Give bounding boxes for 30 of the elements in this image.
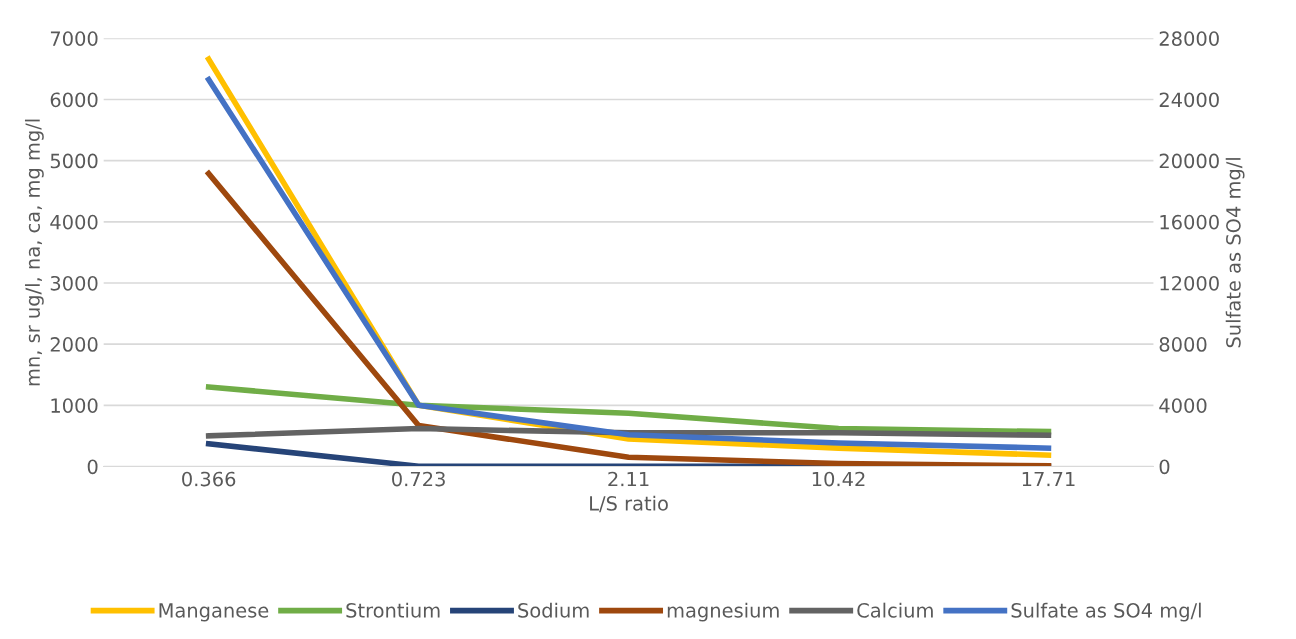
legend-label: Sulfate as SO4 mg/l: [1011, 602, 1201, 622]
y2-axis-title: Sulfate as SO4 mg/l: [1225, 158, 1245, 348]
y2-tick-label: 12000: [1160, 275, 1219, 291]
legend-label: magnesium: [667, 602, 779, 622]
y-tick-label: 7000: [50, 31, 98, 46]
y-axis-title: mn, sr ug/l, na, ca, mg mg/l: [24, 119, 44, 386]
y-tick-label: 1000: [51, 398, 98, 413]
legend-label: Calcium: [857, 602, 933, 618]
x-tick-label: 2.11: [608, 471, 649, 487]
y2-tick-label: 4000: [1159, 398, 1207, 413]
y2-tick-label: 24000: [1159, 92, 1219, 108]
y-tick-label: 5000: [50, 153, 98, 169]
x-tick-label: 0.366: [182, 471, 236, 487]
x-tick-label: 0.723: [392, 471, 445, 487]
y2-tick-label: 20000: [1159, 153, 1219, 169]
y2-tick-label: 16000: [1160, 214, 1219, 230]
y-tick-label: 3000: [50, 275, 98, 291]
y-tick-label: 6000: [50, 92, 98, 108]
y2-tick-label: 0: [1159, 459, 1170, 475]
y-tick-label: 2000: [50, 337, 98, 352]
legend-label: Strontium: [346, 602, 440, 618]
y-tick-label: 0: [87, 459, 98, 475]
y2-tick-label: 8000: [1159, 337, 1207, 352]
legend-label: Sodium: [518, 602, 589, 618]
x-tick-label: 17.71: [1022, 471, 1075, 487]
y2-tick-label: 28000: [1159, 31, 1219, 46]
legend-label: Manganese: [159, 603, 269, 622]
y-tick-label: 4000: [50, 214, 98, 230]
x-axis-title: L/S ratio: [590, 495, 668, 513]
x-tick-label: 10.42: [812, 471, 865, 487]
